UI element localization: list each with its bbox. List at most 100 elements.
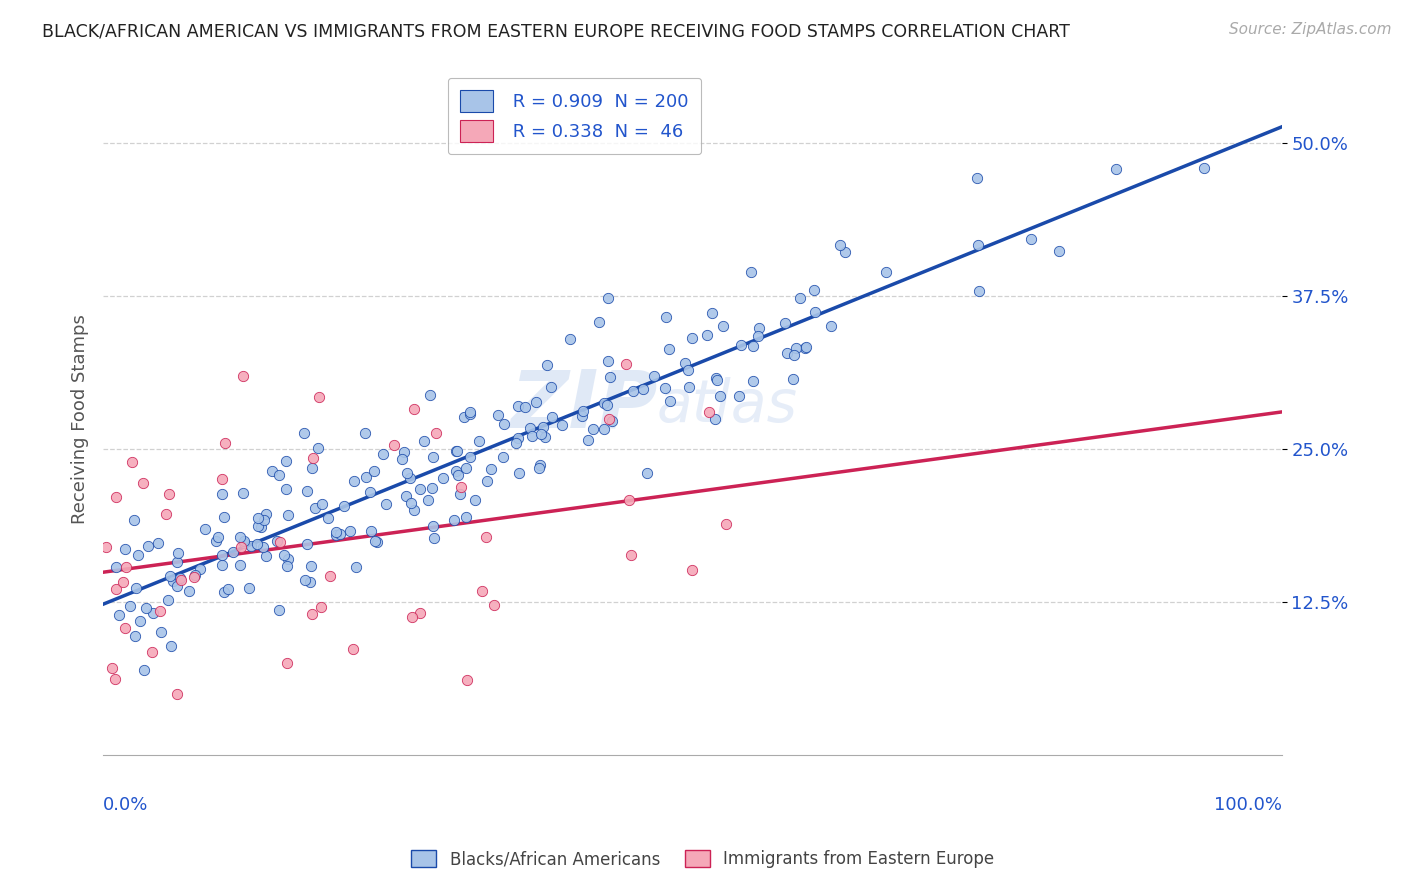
- Point: [214, 510, 236, 524]
- Point: [112, 574, 135, 589]
- Point: [730, 338, 752, 352]
- Point: [596, 398, 619, 412]
- Point: [783, 348, 806, 362]
- Point: [422, 519, 444, 533]
- Point: [329, 526, 352, 541]
- Point: [529, 458, 551, 472]
- Point: [508, 466, 530, 480]
- Point: [794, 341, 817, 355]
- Point: [149, 625, 172, 640]
- Point: [104, 672, 127, 686]
- Point: [598, 292, 620, 306]
- Point: [266, 533, 288, 548]
- Point: [120, 599, 142, 613]
- Point: [371, 447, 394, 461]
- Point: [229, 530, 252, 544]
- Point: [233, 536, 256, 550]
- Point: [297, 483, 319, 498]
- Text: Source: ZipAtlas.com: Source: ZipAtlas.com: [1229, 22, 1392, 37]
- Point: [142, 606, 165, 620]
- Point: [194, 523, 217, 537]
- Point: [582, 422, 605, 436]
- Point: [593, 395, 616, 409]
- Point: [254, 508, 277, 522]
- Point: [412, 434, 434, 449]
- Point: [274, 482, 297, 496]
- Point: [519, 421, 541, 435]
- Point: [875, 265, 897, 279]
- Point: [614, 357, 637, 371]
- Point: [239, 539, 262, 553]
- Point: [527, 461, 550, 475]
- Point: [141, 645, 163, 659]
- Point: [1019, 232, 1042, 246]
- Point: [277, 552, 299, 566]
- Point: [374, 498, 396, 512]
- Point: [773, 316, 796, 330]
- Point: [492, 450, 515, 464]
- Point: [467, 434, 489, 448]
- Point: [128, 614, 150, 628]
- Point: [101, 661, 124, 675]
- Point: [339, 524, 361, 538]
- Point: [155, 507, 177, 521]
- Legend:  R = 0.909  N = 200,  R = 0.338  N =  46: R = 0.909 N = 200, R = 0.338 N = 46: [447, 78, 702, 154]
- Point: [803, 284, 825, 298]
- Point: [551, 417, 574, 432]
- Point: [162, 574, 184, 589]
- Point: [741, 339, 763, 353]
- Point: [318, 569, 340, 583]
- Point: [166, 579, 188, 593]
- Point: [221, 545, 243, 559]
- Point: [526, 394, 548, 409]
- Point: [789, 291, 811, 305]
- Point: [238, 581, 260, 595]
- Point: [706, 373, 728, 387]
- Point: [267, 467, 290, 482]
- Point: [233, 533, 256, 548]
- Point: [124, 629, 146, 643]
- Point: [572, 403, 595, 417]
- Point: [184, 568, 207, 582]
- Point: [420, 481, 443, 495]
- Point: [588, 315, 610, 329]
- Point: [276, 508, 298, 522]
- Point: [782, 371, 804, 385]
- Point: [422, 450, 444, 464]
- Point: [325, 528, 347, 542]
- Point: [354, 425, 377, 440]
- Point: [250, 519, 273, 533]
- Point: [681, 331, 703, 345]
- Point: [794, 341, 817, 355]
- Point: [169, 571, 191, 585]
- Point: [316, 511, 339, 525]
- Point: [122, 513, 145, 527]
- Point: [464, 492, 486, 507]
- Point: [299, 559, 322, 574]
- Point: [702, 305, 724, 319]
- Y-axis label: Receiving Food Stamps: Receiving Food Stamps: [72, 314, 89, 524]
- Point: [621, 384, 644, 398]
- Point: [188, 562, 211, 576]
- Point: [678, 363, 700, 377]
- Point: [631, 382, 654, 396]
- Point: [333, 499, 356, 513]
- Point: [304, 501, 326, 516]
- Point: [301, 461, 323, 475]
- Point: [620, 548, 643, 562]
- Text: BLACK/AFRICAN AMERICAN VS IMMIGRANTS FROM EASTERN EUROPE RECEIVING FOOD STAMPS C: BLACK/AFRICAN AMERICAN VS IMMIGRANTS FRO…: [42, 22, 1070, 40]
- Text: ZIP: ZIP: [510, 367, 657, 444]
- Point: [308, 390, 330, 404]
- Point: [704, 412, 727, 426]
- Point: [132, 475, 155, 490]
- Point: [727, 389, 749, 403]
- Point: [432, 471, 454, 485]
- Point: [149, 604, 172, 618]
- Point: [599, 369, 621, 384]
- Point: [619, 493, 641, 508]
- Point: [401, 610, 423, 624]
- Point: [508, 400, 530, 414]
- Point: [121, 455, 143, 469]
- Point: [307, 441, 329, 455]
- Point: [522, 429, 544, 443]
